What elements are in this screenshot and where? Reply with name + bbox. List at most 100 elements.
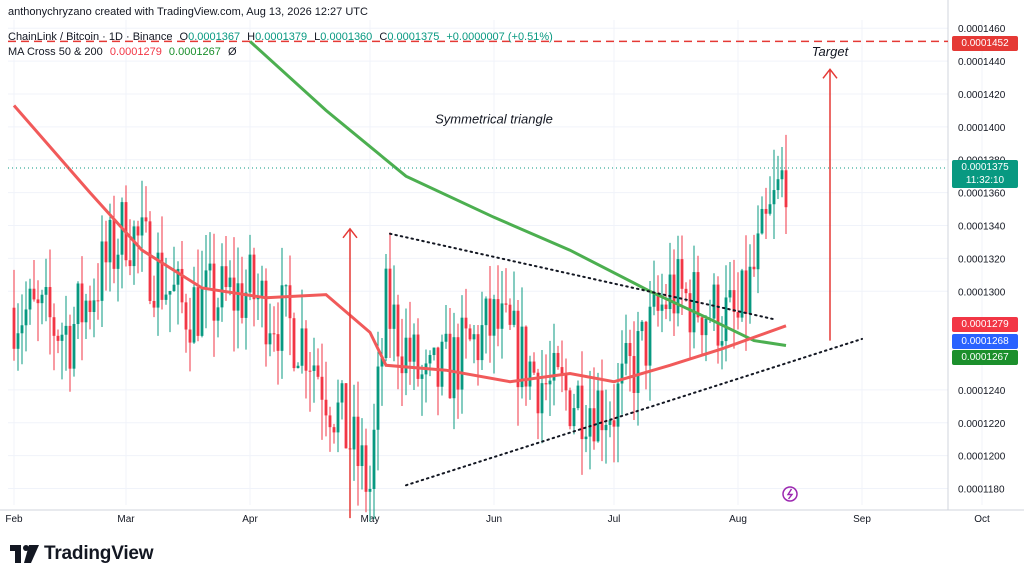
- x-tick-label: Aug: [729, 514, 747, 525]
- candle-body: [396, 304, 400, 357]
- candle-body: [356, 416, 360, 467]
- last-price-tag: 0.0001375 11:32:10: [952, 160, 1018, 188]
- candle-body: [616, 383, 620, 427]
- candle-body: [188, 329, 192, 343]
- indicator-name[interactable]: MA Cross 50 & 200: [8, 46, 103, 58]
- candle-body: [400, 356, 404, 374]
- last-price-value: 0.0001375: [961, 162, 1009, 173]
- candle-body: [72, 324, 76, 369]
- candle-body: [404, 337, 408, 374]
- brand-name: TradingView: [44, 543, 154, 564]
- candle-body: [444, 333, 448, 342]
- candle-body: [320, 376, 324, 400]
- candle-body: [600, 390, 604, 431]
- candle-body: [712, 284, 716, 319]
- candle-body: [640, 321, 644, 332]
- candle-body: [620, 363, 624, 384]
- candle-body: [316, 365, 320, 377]
- countdown-value: 11:32:10: [965, 175, 1005, 186]
- candle-body: [252, 254, 256, 300]
- candle-body: [752, 266, 756, 270]
- candle-body: [520, 326, 524, 388]
- left-measure-arrow-head: [342, 227, 358, 239]
- candle-body: [416, 334, 420, 379]
- candle-body: [60, 334, 64, 341]
- candle-body: [456, 337, 460, 390]
- target-measure-arrow-head: [822, 68, 838, 79]
- y-tick-label: 0.0001460: [958, 24, 1006, 35]
- indicator-line[interactable]: MA Cross 50 & 200 0.0001279 0.0001267 Ø: [8, 46, 241, 58]
- candle-body: [548, 380, 552, 385]
- y-tick-label: 0.0001240: [958, 386, 1006, 397]
- candle-body: [512, 310, 516, 325]
- x-tick-label: Apr: [242, 514, 258, 525]
- candle-body: [524, 326, 528, 387]
- candle-body: [716, 284, 720, 346]
- candle-body: [184, 302, 188, 330]
- candle-body: [536, 372, 540, 414]
- candle-body: [596, 390, 600, 442]
- y-tick-label: 0.0001400: [958, 123, 1006, 134]
- candle-body: [448, 333, 452, 399]
- candle-body: [388, 268, 392, 329]
- tradingview-logo-icon: [10, 545, 39, 563]
- candle-body: [28, 288, 32, 310]
- candle-body: [732, 290, 736, 313]
- candle-body: [296, 365, 300, 369]
- symbol-name[interactable]: ChainLink / Bitcoin · 1D · Binance: [8, 31, 173, 43]
- candle-body: [648, 306, 652, 366]
- candle-body: [216, 307, 220, 321]
- candle-body: [172, 284, 176, 291]
- candle-body: [300, 328, 304, 366]
- candle-body: [108, 219, 112, 263]
- candle-body: [676, 259, 680, 314]
- candle-body: [200, 287, 204, 336]
- candle-body: [636, 331, 640, 393]
- candle-body: [540, 383, 544, 414]
- candle-body: [364, 445, 368, 492]
- event-lightning-icon[interactable]: [782, 486, 798, 502]
- candle-body: [288, 285, 292, 319]
- candle-body: [392, 304, 396, 329]
- candle-body: [128, 260, 132, 267]
- candle-body: [244, 292, 248, 318]
- candle-body: [212, 263, 216, 321]
- tradingview-logo[interactable]: TradingView: [10, 543, 154, 565]
- candle-body: [704, 318, 708, 336]
- candle-body: [568, 390, 572, 427]
- candle-body: [136, 226, 140, 236]
- candle-body: [528, 361, 532, 387]
- candle-body: [572, 408, 576, 427]
- candle-body: [580, 385, 584, 440]
- candle-body: [368, 488, 372, 492]
- candle-body: [652, 294, 656, 307]
- candle-body: [780, 170, 784, 180]
- candle-body: [328, 415, 332, 428]
- candle-body: [612, 420, 616, 427]
- candle-body: [672, 274, 676, 314]
- candle-body: [480, 325, 484, 361]
- candle-body: [500, 303, 504, 329]
- candle-body: [700, 317, 704, 336]
- candle-body: [452, 337, 456, 399]
- candle-body: [276, 334, 280, 351]
- candle-body: [32, 288, 36, 300]
- candle-body: [496, 299, 500, 329]
- candle-body: [664, 304, 668, 310]
- candle-body: [488, 298, 492, 336]
- change-value: +0.0000007 (+0.51%): [446, 31, 553, 43]
- candle-body: [464, 317, 468, 329]
- y-tick-label: 0.0001440: [958, 57, 1006, 68]
- x-tick-label: Sep: [853, 514, 871, 525]
- y-tick-label: 0.0001360: [958, 189, 1006, 200]
- candle-body: [48, 287, 52, 318]
- candle-body: [760, 208, 764, 234]
- candle-body: [332, 427, 336, 433]
- x-tick-label: Mar: [117, 514, 135, 525]
- candle-body: [660, 304, 664, 311]
- candle-body: [696, 272, 700, 318]
- ohlc-line: ChainLink / Bitcoin · 1D · Binance O0.00…: [8, 31, 557, 43]
- candle-body: [264, 280, 268, 345]
- ma50-line: [12, 104, 787, 384]
